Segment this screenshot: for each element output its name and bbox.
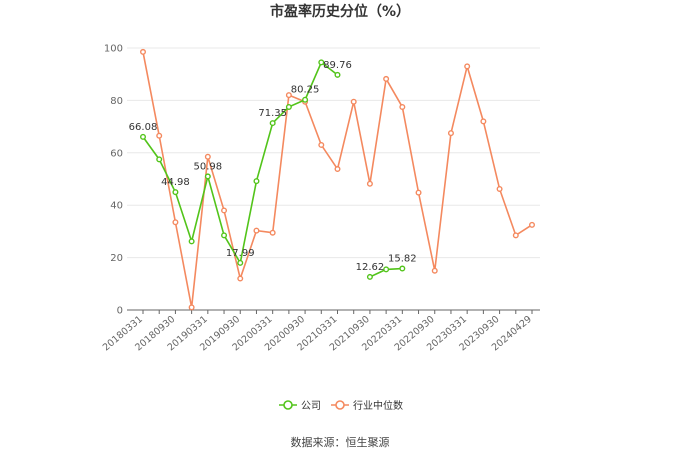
x-axis: 2018033120180930201903312019093020200331… — [101, 309, 540, 353]
data-point-industry — [431, 267, 438, 274]
legend-label: 行业中位数 — [353, 399, 403, 412]
data-point-company — [366, 273, 373, 280]
legend[interactable]: 公司 行业中位数 — [279, 399, 403, 412]
legend-marker — [335, 400, 345, 410]
data-point-industry — [188, 304, 195, 311]
y-tick-label: 20 — [110, 253, 123, 264]
data-point-company — [172, 189, 179, 196]
data-point-industry — [512, 232, 519, 239]
data-point-industry — [366, 180, 373, 187]
data-label: 50.98 — [194, 161, 223, 172]
data-point-industry — [529, 221, 536, 228]
data-point-industry — [399, 103, 406, 110]
data-label: 15.82 — [388, 254, 417, 265]
data-point-company — [188, 238, 195, 245]
series-group — [139, 48, 536, 311]
chart-title: 市盈率历史分位（%） — [270, 3, 410, 20]
data-point-company — [269, 120, 276, 127]
data-point-company — [253, 178, 260, 185]
data-point-industry — [139, 48, 146, 55]
data-label: 80.25 — [291, 85, 320, 96]
data-point-company — [318, 59, 325, 66]
data-point-industry — [204, 153, 211, 160]
legend-marker — [283, 400, 293, 410]
data-point-company — [237, 259, 244, 266]
y-tick-label: 0 — [117, 306, 123, 317]
data-point-company — [139, 133, 146, 140]
data-point-industry — [383, 75, 390, 82]
source-text: 数据来源：恒生聚源 — [291, 435, 390, 449]
data-point-industry — [480, 118, 487, 125]
legend-label: 公司 — [301, 401, 321, 412]
data-point-company — [302, 96, 309, 103]
y-tick-label: 40 — [110, 201, 123, 212]
data-point-company — [383, 266, 390, 273]
legend-item[interactable]: 行业中位数 — [331, 399, 403, 412]
data-point-industry — [237, 275, 244, 282]
y-tick-label: 100 — [104, 44, 123, 55]
data-point-industry — [156, 132, 163, 139]
data-point-industry — [318, 141, 325, 148]
data-point-industry — [496, 185, 503, 192]
data-point-company — [399, 265, 406, 272]
data-label: 71.35 — [258, 108, 287, 119]
y-axis: 0 20 40 60 80 100 — [104, 44, 123, 317]
data-point-company — [204, 173, 211, 180]
data-point-industry — [285, 92, 292, 99]
data-label: 44.98 — [161, 177, 190, 188]
legend-item[interactable]: 公司 — [279, 400, 321, 412]
data-label: 17.99 — [226, 248, 255, 259]
data-point-company — [221, 232, 228, 239]
y-tick-label: 60 — [110, 148, 123, 159]
data-point-industry — [269, 229, 276, 236]
data-point-industry — [464, 63, 471, 70]
data-label: 89.76 — [323, 60, 352, 71]
data-point-industry — [334, 166, 341, 173]
data-label: 66.08 — [129, 122, 158, 133]
series-line-industry — [142, 51, 533, 308]
grid — [127, 47, 540, 259]
data-point-industry — [221, 207, 228, 214]
data-label: 12.62 — [356, 262, 385, 273]
data-point-company — [334, 71, 341, 78]
y-tick-label: 80 — [110, 96, 123, 107]
data-point-industry — [350, 98, 357, 105]
data-labels: 66.08 44.98 50.98 17.99 71.35 80.25 89.76 12.62… — [129, 60, 417, 273]
data-point-industry — [172, 219, 179, 226]
data-point-industry — [415, 189, 422, 196]
data-point-company — [156, 156, 163, 163]
data-point-company — [285, 103, 292, 110]
data-point-industry — [447, 130, 454, 137]
data-point-industry — [253, 227, 260, 234]
